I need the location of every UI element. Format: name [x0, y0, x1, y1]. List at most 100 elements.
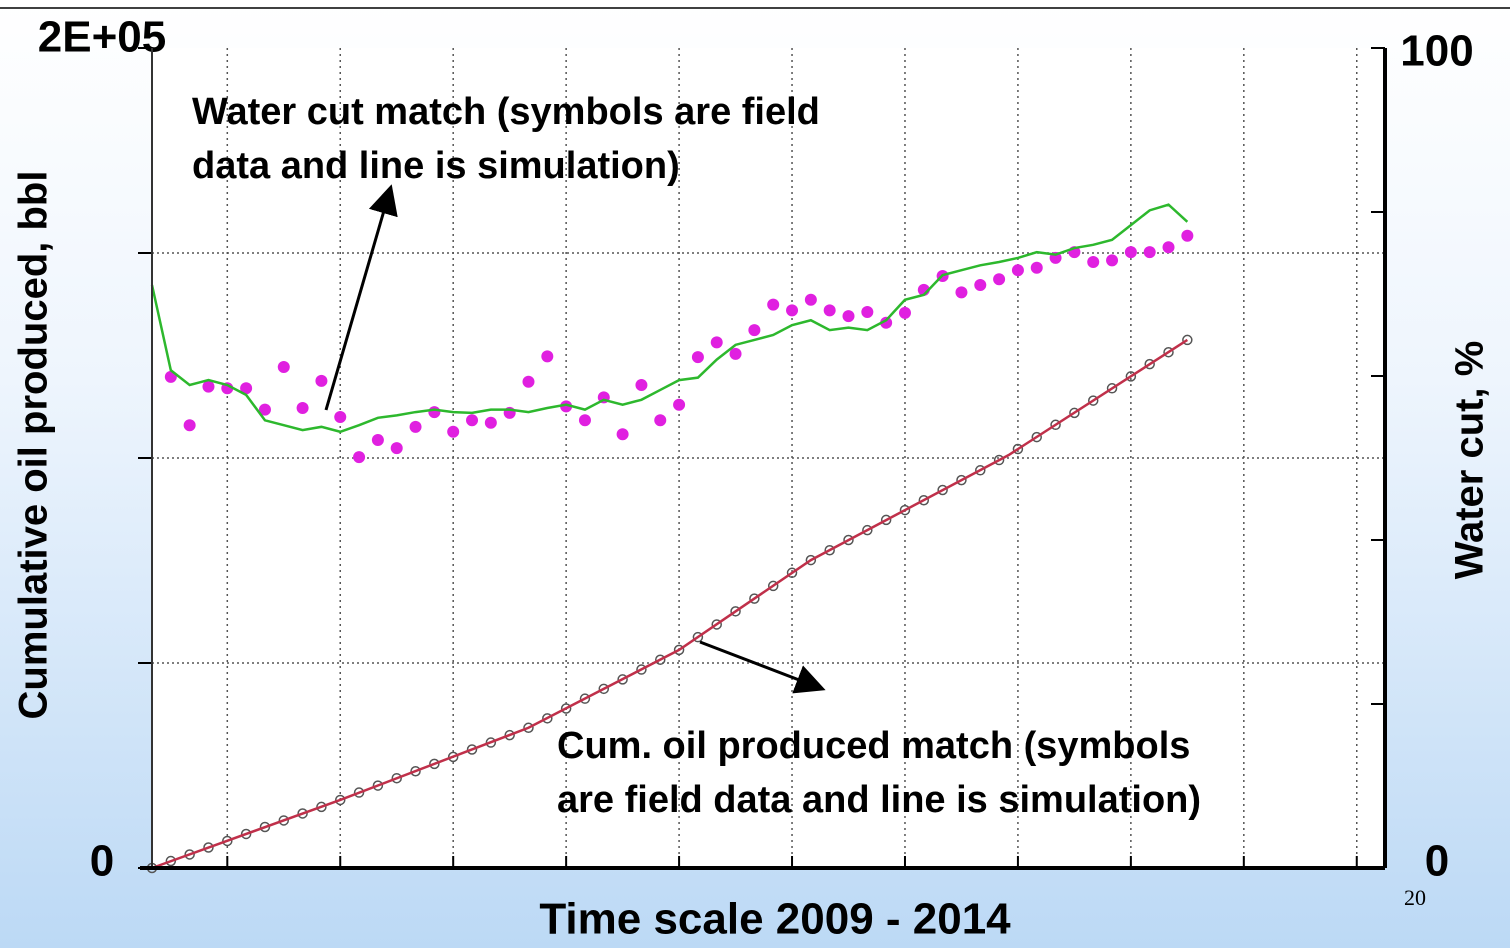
data-point: [861, 306, 874, 319]
data-point: [956, 474, 967, 486]
data-point: [823, 304, 836, 317]
data-point: [805, 554, 817, 566]
data-point: [598, 683, 610, 695]
y2-axis-label: Water cut, %: [1448, 341, 1492, 580]
data-point: [730, 606, 741, 617]
data-point: [542, 713, 553, 724]
data-point: [636, 664, 647, 675]
data-point: [1124, 246, 1137, 259]
data-point: [748, 324, 761, 337]
data-point: [1106, 254, 1119, 267]
data-point: [334, 794, 346, 806]
data-point: [729, 347, 742, 360]
data-point: [1087, 395, 1099, 406]
data-point: [222, 835, 233, 847]
data-point: [1143, 246, 1156, 259]
data-point: [371, 433, 384, 446]
data-point: [786, 304, 799, 317]
data-point: [1181, 229, 1194, 242]
data-point: [523, 722, 534, 734]
data-point: [410, 765, 421, 777]
data-point: [240, 828, 252, 840]
data-point: [804, 293, 817, 306]
data-point: [899, 504, 911, 516]
data-point: [203, 842, 214, 853]
data-point: [880, 514, 892, 526]
data-point: [541, 350, 554, 363]
annotation: Water cut match (symbols are field: [192, 91, 820, 133]
data-point: [824, 545, 835, 556]
data-point: [993, 454, 1005, 466]
data-point: [786, 567, 798, 579]
data-point: [1087, 256, 1100, 269]
data-point: [974, 278, 987, 291]
arrow: [699, 640, 826, 694]
series-line: [150, 203, 1189, 434]
data-point: [692, 631, 704, 643]
data-point: [1144, 358, 1155, 370]
data-point: [391, 772, 402, 784]
data-point: [466, 414, 479, 427]
data-point: [862, 524, 873, 536]
data-point: [485, 737, 497, 748]
annotation: data and line is simulation): [192, 145, 680, 187]
data-point: [447, 751, 459, 763]
data-point: [898, 306, 911, 319]
data-point: [1162, 241, 1175, 254]
data-point: [296, 401, 309, 414]
data-point: [1011, 264, 1024, 277]
data-point: [749, 593, 760, 604]
y2-tick-label: 0: [1425, 837, 1449, 886]
data-point: [202, 380, 215, 393]
data-point: [1069, 407, 1080, 419]
data-point: [447, 425, 460, 438]
data-point: [673, 644, 685, 656]
data-point: [428, 406, 441, 419]
series-line: [151, 338, 1189, 870]
data-point: [1030, 261, 1043, 274]
data-point: [353, 451, 366, 464]
data-point: [240, 382, 253, 395]
data-point: [390, 442, 403, 455]
data-point: [183, 419, 196, 432]
data-point: [918, 494, 930, 506]
data-point: [937, 484, 948, 496]
data-point: [1050, 419, 1061, 431]
page-number: 20: [1404, 885, 1426, 910]
data-point: [1031, 431, 1042, 443]
data-point: [315, 374, 328, 387]
data-point: [484, 416, 497, 429]
data-point: [429, 758, 440, 770]
data-point: [655, 654, 666, 665]
data-point: [578, 414, 591, 427]
data-point: [673, 398, 686, 411]
data-point: [767, 580, 779, 592]
x-axis-label: Time scale 2009 - 2014: [539, 895, 1011, 944]
data-point: [184, 849, 195, 860]
data-point: [691, 351, 704, 364]
data-point: [297, 808, 308, 819]
data-point: [993, 273, 1006, 286]
data-point: [504, 729, 515, 741]
data-point: [616, 428, 629, 441]
data-point: [522, 375, 535, 388]
data-point: [843, 534, 854, 546]
data-point: [767, 298, 780, 311]
annotation: Cum. oil produced match (symbols: [557, 725, 1190, 767]
data-point: [1163, 346, 1174, 358]
data-point: [277, 360, 290, 373]
data-point: [560, 400, 573, 413]
data-point: [165, 855, 177, 867]
y-tick-label: 0: [90, 837, 114, 886]
data-point: [635, 379, 648, 392]
y-tick-label: 2E+05: [38, 13, 166, 62]
data-point: [353, 787, 365, 798]
data-point: [710, 336, 723, 349]
data-point: [975, 465, 986, 476]
data-point: [560, 703, 572, 714]
data-point: [409, 420, 422, 433]
data-point: [842, 310, 855, 323]
data-point: [654, 414, 667, 427]
y-axis-label: Cumulative oil produced, bbl: [12, 171, 56, 720]
data-point: [466, 744, 478, 755]
